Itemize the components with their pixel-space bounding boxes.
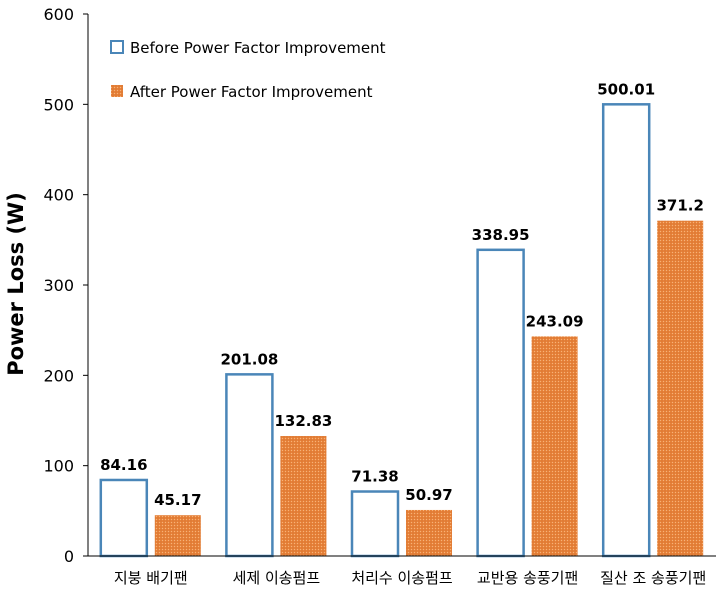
data-label: 71.38: [351, 468, 398, 486]
bar-before: [476, 248, 525, 558]
data-label: 338.95: [472, 226, 530, 244]
bar-after: [531, 336, 578, 556]
bar-before: [99, 478, 149, 558]
x-category-label: 교반용 송풍기팬: [477, 569, 578, 587]
data-label: 132.83: [274, 412, 332, 430]
y-tick-label: 0: [64, 547, 74, 566]
x-category-label: 질산 조 송풍기팬: [600, 569, 706, 587]
bar-before: [350, 490, 400, 558]
bar-after: [280, 436, 327, 556]
legend-swatch-before: [110, 40, 124, 54]
bar-after: [406, 509, 452, 556]
data-label: 45.17: [154, 491, 201, 509]
y-tick-label: 300: [43, 276, 74, 295]
data-label: 500.01: [597, 80, 655, 98]
bar-after: [154, 515, 201, 556]
x-category-label: 지붕 배기팬: [114, 569, 188, 587]
y-tick-label: 100: [43, 457, 74, 476]
legend-swatch-after: [111, 85, 123, 97]
data-label: 50.97: [405, 486, 452, 504]
y-tick-label: 500: [43, 95, 74, 114]
data-label: 201.08: [220, 350, 278, 368]
legend-label-before: Before Power Factor Improvement: [130, 39, 386, 57]
y-axis-title: Power Loss (W): [4, 192, 28, 376]
data-label: 243.09: [526, 312, 584, 330]
bar-after: [657, 220, 704, 556]
y-tick-label: 200: [43, 366, 74, 385]
x-category-label: 세제 이송펌프: [233, 569, 321, 587]
y-axis-ticks: 0 100 200 300 400 500 600: [43, 5, 88, 566]
data-label: 84.16: [100, 456, 147, 474]
bar-series: [99, 103, 704, 558]
x-axis-categories: 지붕 배기팬 세제 이송펌프 처리수 이송펌프 교반용 송풍기팬 질산 조 송풍기팬: [114, 569, 706, 587]
y-tick-label: 600: [43, 5, 74, 24]
legend: Before Power Factor Improvement After Po…: [110, 39, 386, 101]
data-labels: 84.16 45.17 201.08 132.83 71.38 50.97 338.95 24…: [100, 80, 704, 509]
bar-before: [601, 103, 651, 558]
bar-before: [225, 373, 274, 558]
x-category-label: 처리수 이송펌프: [351, 569, 453, 587]
y-tick-label: 400: [43, 186, 74, 205]
data-label: 371.2: [656, 197, 703, 215]
legend-label-after: After Power Factor Improvement: [130, 83, 373, 101]
